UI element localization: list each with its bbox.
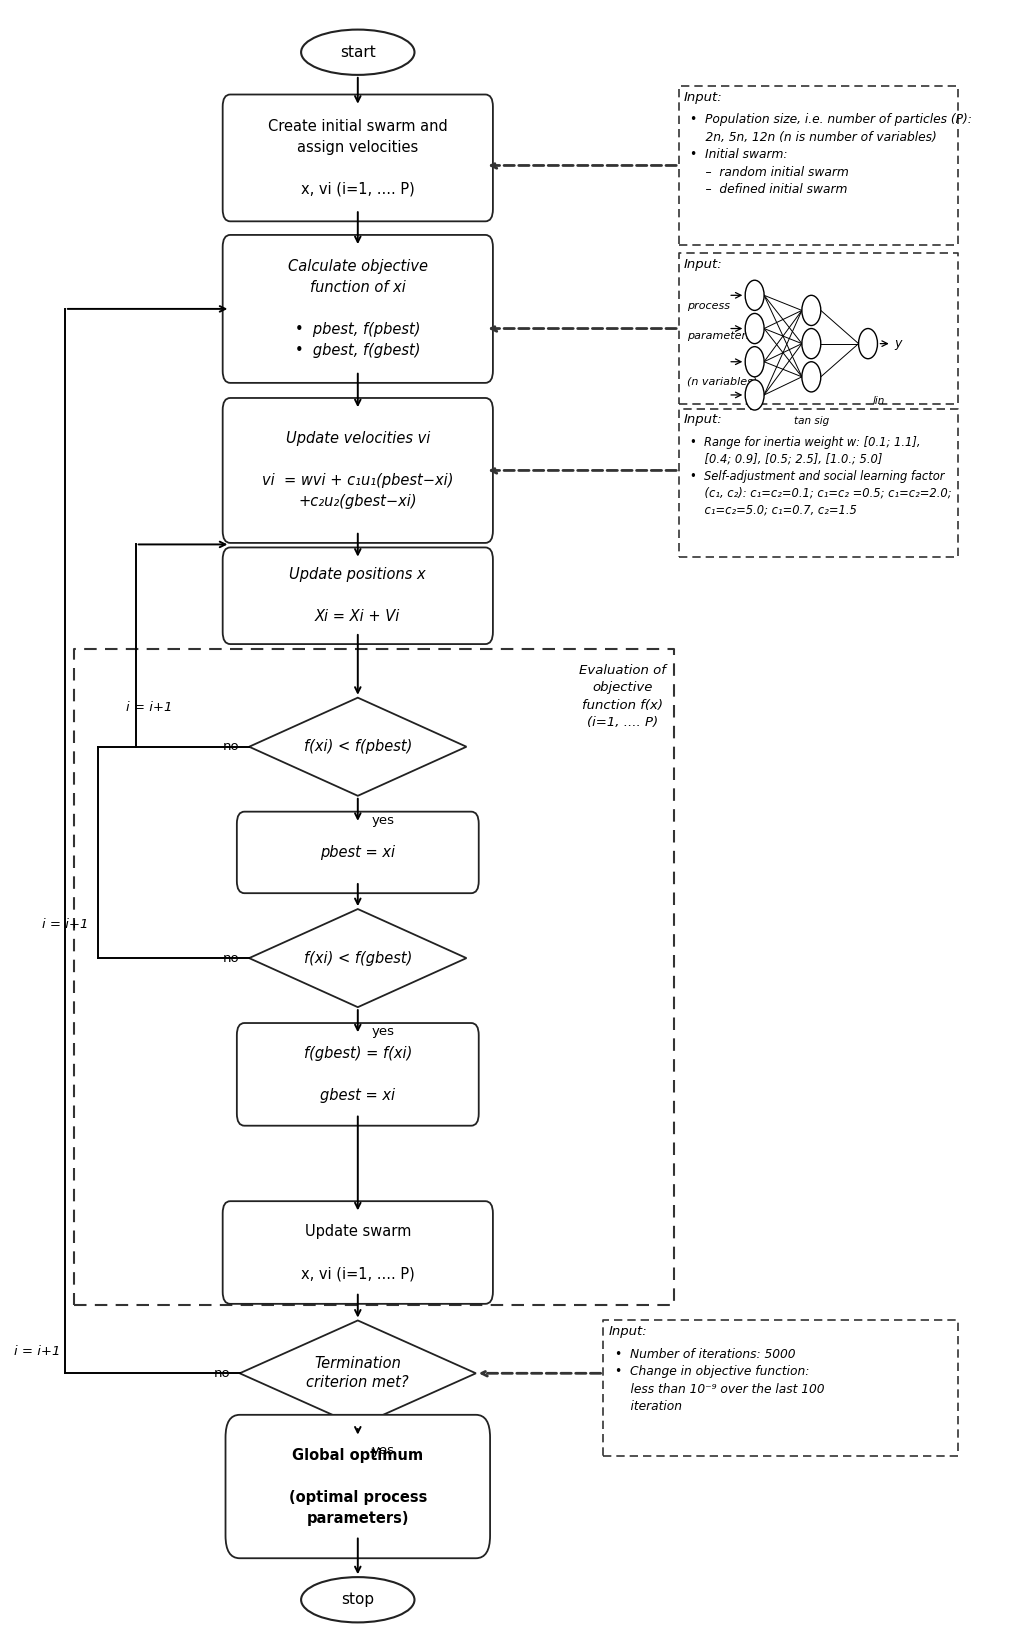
Text: •  Population size, i.e. number of particles (P):
    2n, 5n, 12n (n is number o: • Population size, i.e. number of partic… bbox=[691, 114, 972, 197]
Text: Input:: Input: bbox=[609, 1325, 647, 1338]
FancyBboxPatch shape bbox=[223, 398, 493, 544]
Text: Calculate objective
function of xi

•  pbest, f(pbest)
•  gbest, f(gbest): Calculate objective function of xi • pbe… bbox=[287, 259, 428, 358]
Polygon shape bbox=[250, 697, 466, 796]
Text: start: start bbox=[340, 45, 375, 59]
Text: Input:: Input: bbox=[683, 258, 722, 271]
Text: •  Range for inertia weight w: [0.1; 1.1],
    [0.4; 0.9], [0.5; 2.5], [1.0.; 5.: • Range for inertia weight w: [0.1; 1.1]… bbox=[691, 436, 952, 517]
Text: Termination
criterion met?: Termination criterion met? bbox=[307, 1356, 409, 1391]
Text: f(xi) < f(gbest): f(xi) < f(gbest) bbox=[304, 950, 412, 966]
Ellipse shape bbox=[301, 30, 414, 74]
Text: lin: lin bbox=[873, 396, 885, 406]
Circle shape bbox=[745, 281, 764, 311]
Text: yes: yes bbox=[372, 814, 395, 828]
FancyBboxPatch shape bbox=[223, 547, 493, 644]
Polygon shape bbox=[250, 909, 466, 1008]
FancyBboxPatch shape bbox=[223, 94, 493, 221]
Text: no: no bbox=[214, 1366, 230, 1379]
Text: i = i+1: i = i+1 bbox=[13, 1345, 60, 1358]
Text: tan sig: tan sig bbox=[794, 416, 829, 426]
FancyBboxPatch shape bbox=[225, 1414, 490, 1558]
Circle shape bbox=[745, 347, 764, 377]
Text: stop: stop bbox=[342, 1593, 374, 1607]
Circle shape bbox=[802, 296, 820, 325]
Text: i = i+1: i = i+1 bbox=[42, 919, 89, 932]
Text: Create initial swarm and
assign velocities

x, vi (i=1, .... P): Create initial swarm and assign velociti… bbox=[268, 119, 448, 197]
Text: no: no bbox=[223, 740, 239, 753]
Text: •  Number of iterations: 5000
•  Change in objective function:
    less than 10⁻: • Number of iterations: 5000 • Change in… bbox=[615, 1348, 825, 1412]
Text: Global optimum

(optimal process
parameters): Global optimum (optimal process paramete… bbox=[288, 1447, 427, 1525]
Text: parameters: parameters bbox=[686, 330, 752, 340]
Text: Update positions x

Xi = Xi + Vi: Update positions x Xi = Xi + Vi bbox=[290, 567, 427, 624]
Text: (n variables): (n variables) bbox=[686, 377, 757, 387]
Text: Input:: Input: bbox=[683, 413, 722, 426]
Circle shape bbox=[745, 314, 764, 344]
Polygon shape bbox=[239, 1320, 476, 1426]
Circle shape bbox=[745, 380, 764, 410]
Circle shape bbox=[858, 329, 878, 358]
FancyBboxPatch shape bbox=[237, 1023, 479, 1125]
Text: y: y bbox=[894, 337, 902, 350]
FancyBboxPatch shape bbox=[223, 1201, 493, 1303]
FancyBboxPatch shape bbox=[223, 235, 493, 383]
Ellipse shape bbox=[301, 1578, 414, 1622]
Text: Update swarm

x, vi (i=1, .... P): Update swarm x, vi (i=1, .... P) bbox=[301, 1224, 414, 1280]
Text: yes: yes bbox=[372, 1026, 395, 1039]
Text: no: no bbox=[223, 952, 239, 965]
Text: yes: yes bbox=[372, 1444, 395, 1457]
Text: process: process bbox=[686, 301, 729, 311]
Text: Evaluation of
objective
function f(x)
(i=1, .... P): Evaluation of objective function f(x) (i… bbox=[579, 664, 666, 729]
Text: i = i+1: i = i+1 bbox=[126, 700, 173, 714]
Text: Input:: Input: bbox=[683, 91, 722, 104]
Text: pbest = xi: pbest = xi bbox=[320, 844, 395, 861]
Text: f(xi) < f(pbest): f(xi) < f(pbest) bbox=[304, 738, 412, 755]
Text: f(gbest) = f(xi)

gbest = xi: f(gbest) = f(xi) gbest = xi bbox=[304, 1046, 412, 1104]
Circle shape bbox=[802, 362, 820, 392]
Text: Update velocities vi

vi  = wvi + c₁u₁(pbest−xi)
+c₂u₂(gbest−xi): Update velocities vi vi = wvi + c₁u₁(pbe… bbox=[262, 431, 453, 509]
FancyBboxPatch shape bbox=[237, 811, 479, 894]
Circle shape bbox=[802, 329, 820, 358]
